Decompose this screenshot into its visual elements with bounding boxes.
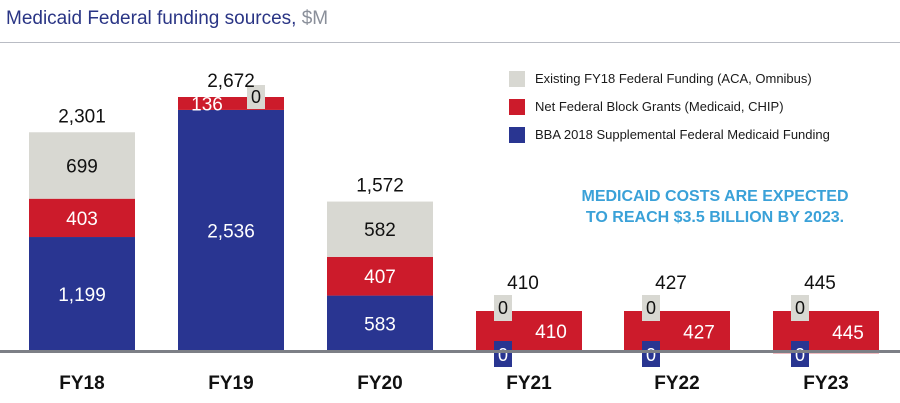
label-fy18-net: 403 [66,209,98,230]
cost-callout: MEDICAID COSTS ARE EXPECTED TO REACH $3.… [505,186,900,228]
tag-fy21-existing [494,295,512,321]
label-fy22-bba: 0 [646,345,656,365]
total-fy23: 445 [804,273,836,294]
legend-swatch-block-grants [509,98,525,115]
x-tick-fy18: FY18 [59,373,104,394]
bar-fy22-net [624,311,730,352]
x-tick-fy20: FY20 [357,373,402,394]
x-tick-fy22: FY22 [654,373,699,394]
tag-fy21-bba [494,341,512,367]
bar-fy20-net [327,256,433,296]
label-fy23-existing: 0 [795,298,805,318]
cost-callout-line-2: TO REACH $3.5 BILLION BY 2023. [585,209,845,226]
x-tick-fy19: FY19 [208,373,253,394]
total-fy22: 427 [655,273,687,294]
label-fy20-net: 407 [364,267,396,288]
bar-fy21-net [476,311,582,351]
label-fy19-bba: 2,536 [207,221,255,242]
label-fy21-existing: 0 [498,298,508,318]
legend-item-existing: Existing FY18 Federal Funding (ACA, Omni… [509,70,830,87]
label-fy23-net: 445 [832,323,864,344]
chart-title-text: Medicaid Federal funding sources, [6,8,297,29]
total-fy21: 410 [507,273,539,294]
label-fy22-net: 427 [683,322,715,343]
label-fy19-existing: 0 [251,87,261,107]
x-tick-fy21: FY21 [506,373,552,394]
x-tick-fy23: FY23 [803,373,848,394]
cost-callout-line-1: MEDICAID COSTS ARE EXPECTED [581,188,849,205]
chart-legend: Existing FY18 Federal Funding (ACA, Omni… [509,70,830,154]
title-divider [0,42,900,43]
tag-fy19-existing [247,85,265,109]
bar-fy19-bba [178,109,284,351]
label-fy21-bba: 0 [498,345,508,365]
x-axis-line [0,350,900,353]
bar-fy20-existing [327,201,433,257]
total-fy19: 2,672 [207,71,255,92]
label-fy18-existing: 699 [66,156,98,177]
label-fy22-existing: 0 [646,298,656,318]
label-fy20-existing: 582 [364,220,396,241]
total-fy20: 1,572 [356,176,404,197]
legend-swatch-existing [509,70,525,87]
legend-item-block-grants: Net Federal Block Grants (Medicaid, CHIP… [509,98,830,115]
bar-fy18-net [29,198,135,238]
bar-fy18-bba [29,237,135,351]
bar-fy20-bba [327,295,433,351]
legend-swatch-bba [509,126,525,143]
label-fy19-net: 136 [191,94,223,115]
tag-fy22-bba [642,341,660,367]
chart-title-unit: $M [301,8,329,29]
legend-label-bba: BBA 2018 Supplemental Federal Medicaid F… [535,127,830,142]
total-fy18: 2,301 [58,106,106,127]
legend-label-block-grants: Net Federal Block Grants (Medicaid, CHIP… [535,99,784,114]
legend-label-existing: Existing FY18 Federal Funding (ACA, Omni… [535,71,812,86]
bar-fy23-net [773,311,879,354]
label-fy20-bba: 583 [364,314,396,335]
tag-fy22-existing [642,295,660,321]
legend-item-bba: BBA 2018 Supplemental Federal Medicaid F… [509,126,830,143]
tag-fy23-existing [791,295,809,321]
label-fy23-bba: 0 [795,345,805,365]
label-fy21-net: 410 [535,322,567,343]
tag-fy23-bba [791,341,809,367]
label-fy18-bba: 1,199 [58,285,106,306]
bar-fy18-existing [29,132,135,199]
chart-title: Medicaid Federal funding sources, $M [6,8,328,30]
